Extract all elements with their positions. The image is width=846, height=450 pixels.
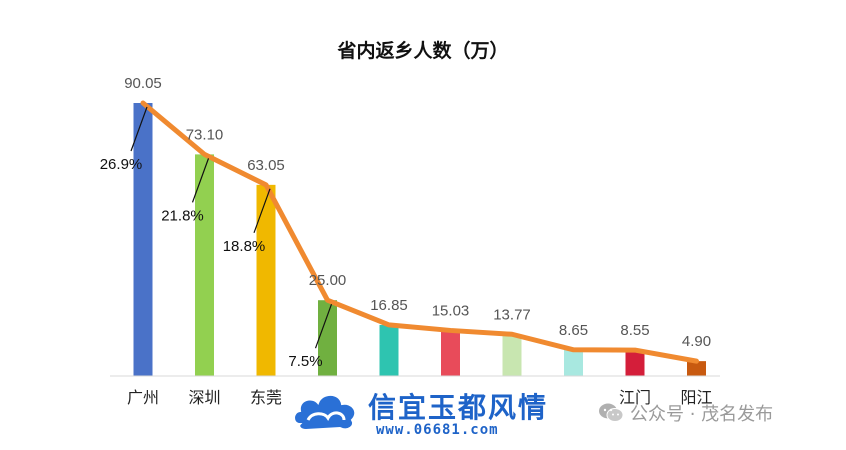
bar	[256, 184, 276, 376]
leader-line	[191, 158, 210, 203]
data-label: 8.65	[559, 322, 588, 339]
x-tick-label: 深圳	[188, 388, 220, 407]
percent-label: 21.8%	[161, 207, 204, 224]
data-label: 25.00	[309, 272, 347, 289]
bar	[502, 334, 522, 376]
site-watermark: 信宜玉都风情 www.06681.com	[290, 380, 590, 442]
data-label: 16.85	[370, 297, 408, 314]
data-label: 8.55	[620, 322, 649, 339]
data-label: 4.90	[682, 333, 711, 350]
account-watermark: 公众号 · 茂名发布	[598, 398, 773, 428]
bar	[379, 324, 399, 376]
bar	[625, 350, 645, 376]
site-url-text: www.06681.com	[376, 422, 499, 438]
percent-label: 18.8%	[223, 238, 266, 255]
data-label: 90.05	[124, 75, 162, 92]
trend-line	[140, 100, 699, 364]
percent-label: 26.9%	[100, 156, 143, 173]
x-tick-label: 东莞	[250, 388, 282, 407]
cloud-logo-icon	[293, 393, 357, 432]
bar	[195, 154, 214, 376]
site-name-text: 信宜玉都风情	[368, 391, 549, 424]
data-label: 73.10	[186, 126, 224, 143]
percent-label: 7.5%	[288, 353, 322, 370]
bar	[318, 300, 337, 376]
x-tick-label: 广州	[127, 388, 159, 407]
bar	[441, 330, 460, 376]
x-tick-label: 阳江	[680, 388, 712, 407]
x-tick-label: 江门	[619, 388, 651, 407]
chart-title: 省内返乡人数（万）	[337, 40, 509, 62]
data-label: 15.03	[432, 302, 470, 319]
data-label: 13.77	[493, 306, 531, 323]
leader-line	[130, 106, 148, 152]
leader-line	[253, 188, 271, 234]
account-name-text: 公众号 · 茂名发布	[630, 404, 774, 425]
data-label: 63.05	[247, 157, 285, 174]
wechat-icon	[599, 403, 624, 422]
bar	[564, 349, 583, 376]
bar	[687, 361, 706, 376]
leader-line	[314, 304, 333, 349]
bar	[133, 103, 153, 376]
